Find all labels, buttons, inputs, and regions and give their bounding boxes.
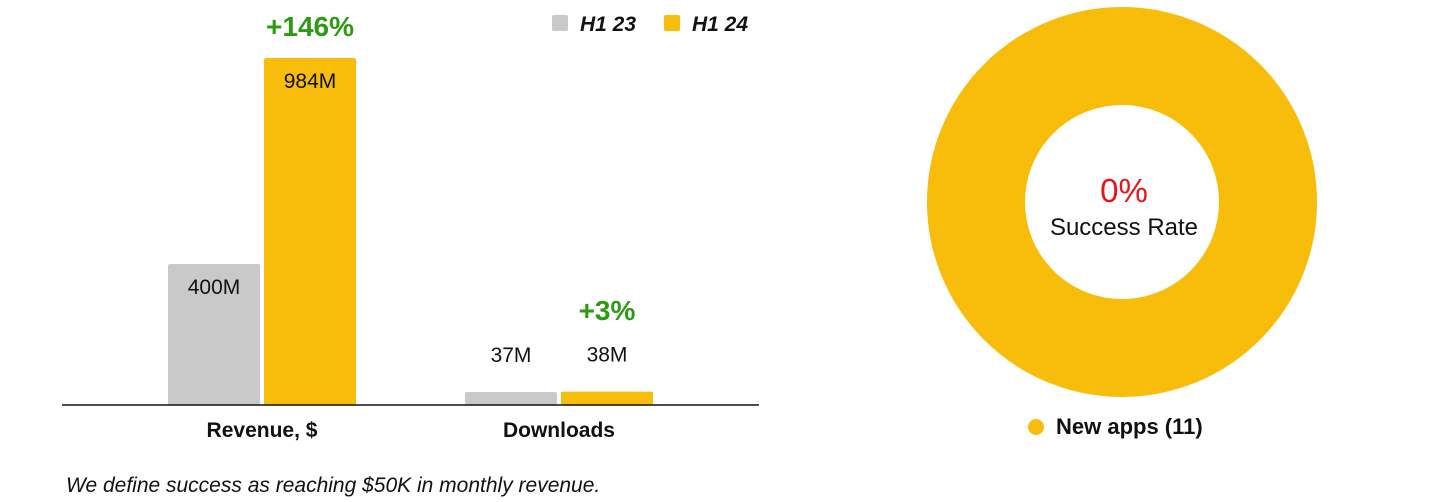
bar-value-label: 984M: [284, 70, 337, 93]
legend-label-h1-24: H1 24: [692, 13, 748, 36]
bar-value-label: 37M: [491, 344, 532, 367]
legend-swatch-h1-24: [664, 15, 680, 31]
bar-downloads-h1-23: [465, 391, 557, 405]
bar-chart: H1 23 H1 24 400M 984M +146% Revenue, $ 37M 38M…: [62, 11, 759, 442]
growth-label: +3%: [579, 295, 636, 326]
bars: 400M 984M +146% Revenue, $ 37M 38M +3% Download…: [168, 11, 653, 442]
category-label: Revenue, $: [207, 419, 318, 442]
legend-swatch-h1-23: [552, 15, 568, 31]
donut-center-value: 0%: [1100, 172, 1148, 209]
donut-legend-dot: [1028, 419, 1044, 435]
footnote: We define success as reaching $50K in mo…: [66, 474, 601, 497]
bar-value-label: 38M: [587, 344, 628, 367]
bar-revenue-h1-23: [168, 263, 260, 405]
donut-legend-label: New apps (11): [1056, 414, 1203, 439]
donut-chart: 0% Success Rate New apps (11): [927, 7, 1317, 439]
legend-label-h1-23: H1 23: [580, 13, 636, 36]
bar-revenue-h1-24: [264, 58, 356, 405]
bar-downloads-h1-24: [561, 391, 653, 405]
growth-label: +146%: [266, 11, 354, 42]
donut-center-label: Success Rate: [1050, 214, 1198, 241]
bar-legend: H1 23 H1 24: [552, 13, 748, 36]
bar-value-label: 400M: [188, 276, 241, 299]
donut-slice-new-apps: [927, 7, 1317, 397]
category-label: Downloads: [503, 419, 615, 442]
